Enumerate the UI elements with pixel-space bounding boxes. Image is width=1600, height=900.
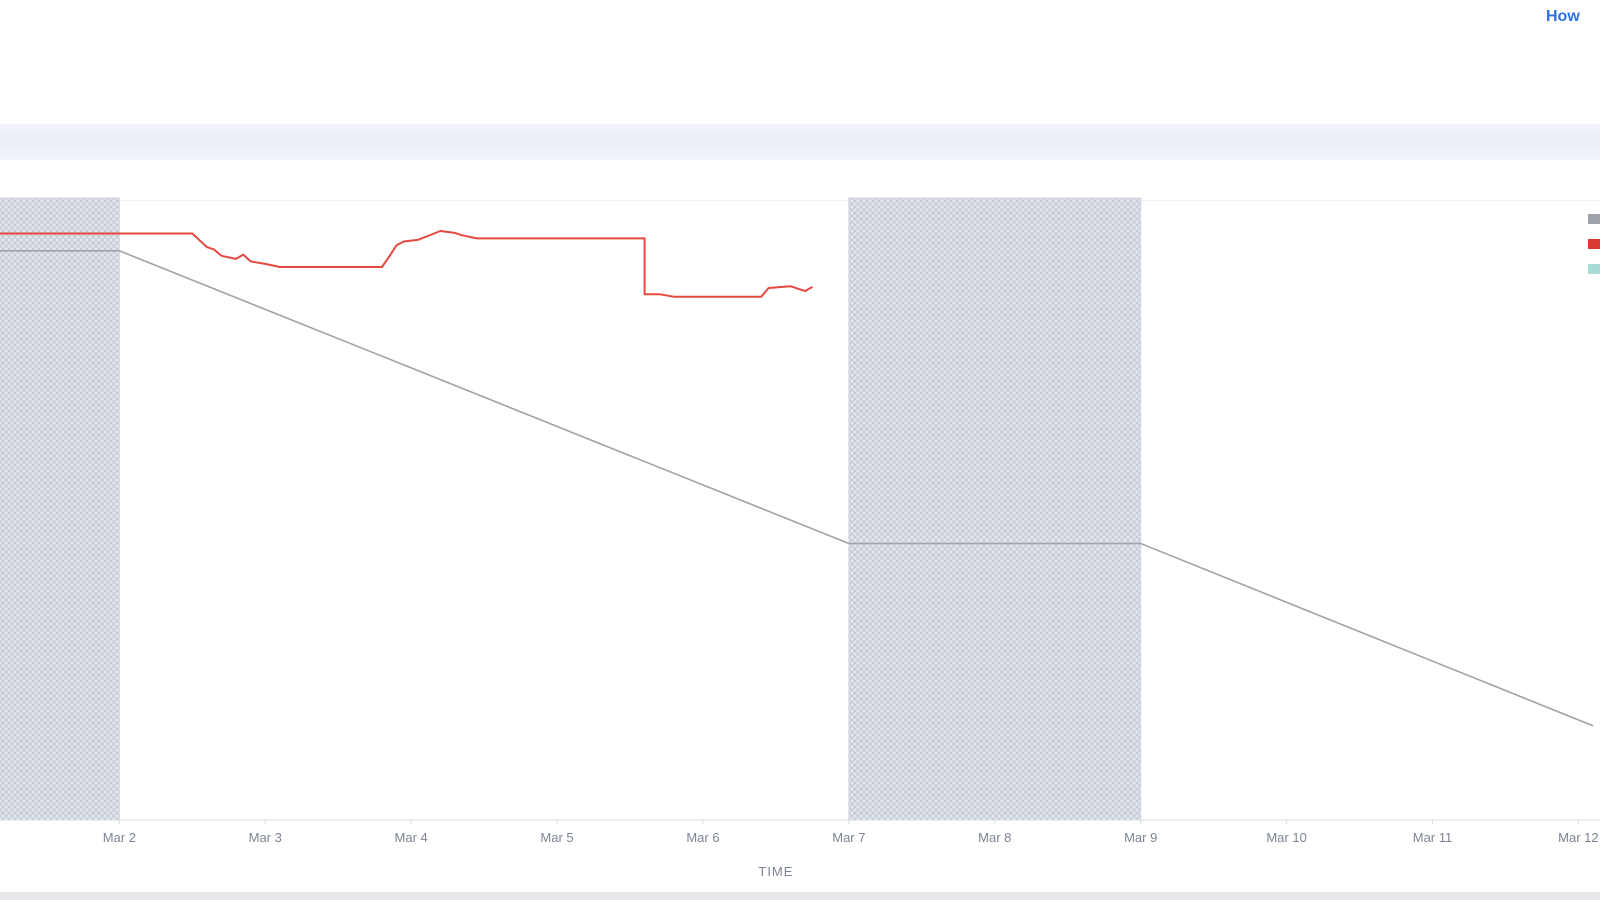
x-tick-label: Mar 5 <box>540 830 573 845</box>
x-tick-label: Mar 10 <box>1266 830 1306 845</box>
x-tick-label: Mar 12 <box>1558 830 1598 845</box>
x-tick-label: Mar 2 <box>103 830 136 845</box>
legend-swatch-2 <box>1588 239 1600 249</box>
legend-swatch-1 <box>1588 214 1600 224</box>
x-tick-label: Mar 7 <box>832 830 865 845</box>
bottom-bar <box>0 892 1600 900</box>
x-tick-label: Mar 6 <box>686 830 719 845</box>
legend <box>1588 214 1600 289</box>
x-tick-label: Mar 9 <box>1124 830 1157 845</box>
shaded-range-2 <box>848 197 1142 821</box>
series-line-1 <box>0 250 1594 727</box>
panel-divider <box>0 200 1600 201</box>
help-link[interactable]: How <box>1546 8 1580 25</box>
toolbar-band <box>0 124 1600 160</box>
x-axis-title: TIME <box>758 864 793 879</box>
x-tick-label: Mar 4 <box>395 830 428 845</box>
series-line-2 <box>0 230 813 298</box>
x-tick-label: Mar 8 <box>978 830 1011 845</box>
legend-swatch-3 <box>1588 264 1600 274</box>
x-tick-label: Mar 3 <box>249 830 282 845</box>
shaded-range-1 <box>0 197 120 821</box>
x-tick-label: Mar 11 <box>1413 830 1453 845</box>
